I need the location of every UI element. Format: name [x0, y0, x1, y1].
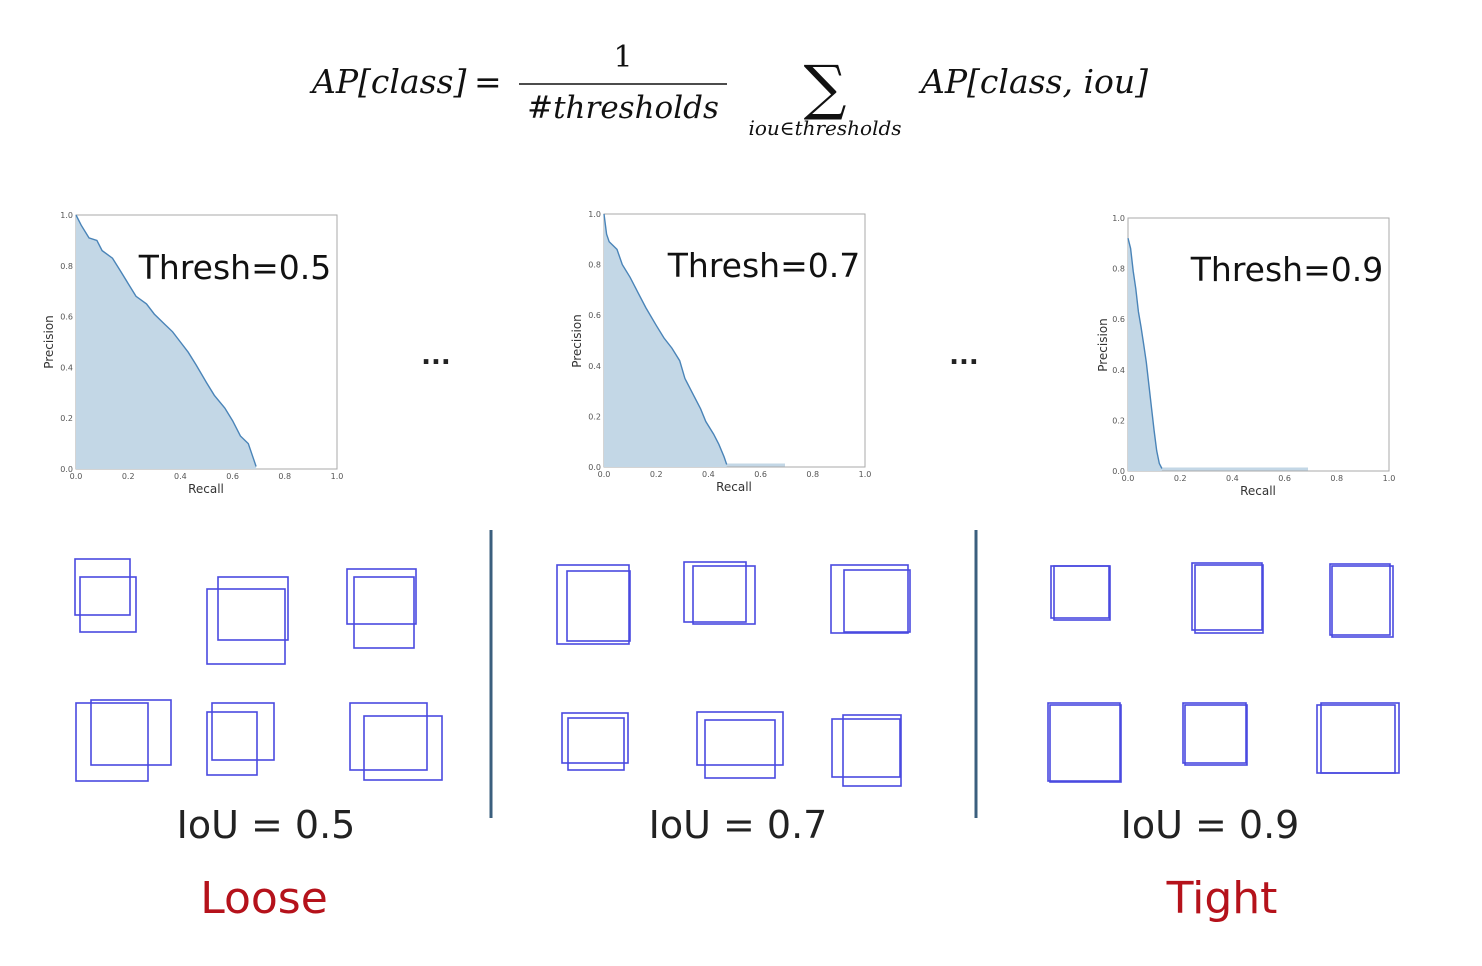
box-pair	[206, 702, 275, 776]
pr-chart-0: 0.0 0.2 0.4 0.6 0.8 1.0 0.0 0.2 0.4 0.6 0.8 1.0 Th…	[42, 211, 343, 496]
x-axis-label: Recall	[188, 482, 224, 496]
y-tick-label: 0.2	[60, 414, 73, 423]
box-pair	[1182, 702, 1248, 766]
box-pairs-iou-0.7	[556, 561, 911, 787]
box-pair	[830, 564, 911, 634]
formula-sum-symbol: ∑	[804, 53, 847, 123]
box-pair	[1329, 563, 1394, 638]
box-pair	[683, 561, 756, 625]
y-tick-label: 0.2	[1112, 416, 1125, 425]
iou-label-0.9: IoU = 0.9	[1121, 803, 1300, 847]
y-tick-label: 0.6	[1112, 315, 1125, 324]
y-axis-label: Precision	[1096, 318, 1110, 372]
y-tick-label: 1.0	[588, 210, 601, 219]
x-tick-label: 1.0	[859, 470, 872, 479]
x-tick-label: 0.2	[1174, 474, 1187, 483]
tight-label: Tight	[1166, 873, 1278, 924]
box-pair	[74, 558, 137, 633]
y-tick-label: 0.6	[588, 311, 601, 320]
x-tick-label: 0.6	[226, 472, 239, 481]
x-tick-label: 0.2	[122, 472, 135, 481]
y-tick-label: 0.0	[60, 465, 73, 474]
chart-title: Thresh=0.7	[667, 246, 860, 285]
box-pairs-iou-0.5	[74, 558, 443, 782]
box-pair	[75, 699, 172, 782]
box-pair	[1316, 702, 1400, 774]
x-tick-label: 0.2	[650, 470, 663, 479]
y-tick-label: 0.4	[60, 363, 73, 372]
pr-chart-2: 0.0 0.2 0.4 0.6 0.8 1.0 0.0 0.2 0.4 0.6 0.8 1.0 Th…	[1096, 214, 1395, 498]
ap-formula: AP[class] = 1 #thresholds ∑ iou∈threshol…	[309, 40, 1148, 140]
y-tick-label: 0.8	[588, 261, 601, 270]
pr-area	[76, 215, 257, 469]
x-tick-label: 0.8	[1330, 474, 1343, 483]
ellipsis-2: ...	[949, 341, 979, 371]
y-tick-label: 0.0	[588, 463, 601, 472]
x-tick-label: 0.6	[1278, 474, 1291, 483]
y-tick-label: 1.0	[60, 211, 73, 220]
formula-rhs: AP[class, iou]	[918, 62, 1148, 101]
x-tick-label: 0.4	[174, 472, 187, 481]
iou-label-0.7: IoU = 0.7	[649, 803, 828, 847]
y-tick-label: 0.6	[60, 313, 73, 322]
pr-curve	[1127, 238, 1163, 469]
x-tick-label: 0.8	[806, 470, 819, 479]
box-pair	[696, 711, 784, 779]
formula-equals: =	[474, 62, 502, 101]
x-tick-label: 0.6	[754, 470, 767, 479]
formula-numerator: 1	[613, 40, 632, 75]
formula-lhs: AP[class]	[309, 62, 466, 101]
box-pair	[1191, 562, 1264, 634]
box-pairs-iou-0.9	[1047, 562, 1400, 783]
formula-sum-subscript: iou∈thresholds	[748, 116, 901, 140]
x-tick-label: 0.4	[1226, 474, 1239, 483]
x-tick-label: 0.8	[278, 472, 291, 481]
x-tick-label: 1.0	[331, 472, 344, 481]
ellipsis-1: ...	[421, 341, 451, 371]
pr-curve	[603, 213, 728, 465]
box-pair	[561, 712, 629, 771]
x-tick-label: 0.0	[70, 472, 83, 481]
y-tick-label: 0.0	[1112, 467, 1125, 476]
x-tick-label: 0.0	[598, 470, 611, 479]
formula-denominator: #thresholds	[527, 90, 719, 126]
y-tick-label: 0.8	[60, 262, 73, 271]
chart-title: Thresh=0.9	[1190, 250, 1383, 289]
y-tick-label: 1.0	[1112, 214, 1125, 223]
x-tick-label: 0.0	[1122, 474, 1135, 483]
iou-label-0.5: IoU = 0.5	[177, 803, 356, 847]
y-tick-label: 0.4	[1112, 366, 1125, 375]
y-axis-label: Precision	[570, 314, 584, 368]
box-pair	[1047, 702, 1122, 783]
x-axis-label: Recall	[716, 480, 752, 494]
y-tick-label: 0.2	[588, 412, 601, 421]
y-axis-label: Precision	[42, 315, 56, 369]
box-pair	[346, 568, 417, 649]
y-tick-label: 0.8	[1112, 265, 1125, 274]
box-pair	[831, 714, 902, 787]
loose-label: Loose	[200, 873, 328, 924]
box-pair	[349, 702, 443, 781]
pr-curve	[75, 214, 257, 467]
chart-title: Thresh=0.5	[138, 248, 331, 287]
y-tick-label: 0.4	[588, 362, 601, 371]
box-pair	[1050, 565, 1111, 621]
pr-chart-1: 0.0 0.2 0.4 0.6 0.8 1.0 0.0 0.2 0.4 0.6 0.8 1.0 Th…	[570, 210, 871, 494]
x-tick-label: 0.4	[702, 470, 715, 479]
x-axis-label: Recall	[1240, 484, 1276, 498]
x-tick-label: 1.0	[1383, 474, 1396, 483]
plot-frame	[1127, 217, 1390, 472]
box-pair	[206, 576, 289, 665]
box-pair	[556, 564, 631, 645]
